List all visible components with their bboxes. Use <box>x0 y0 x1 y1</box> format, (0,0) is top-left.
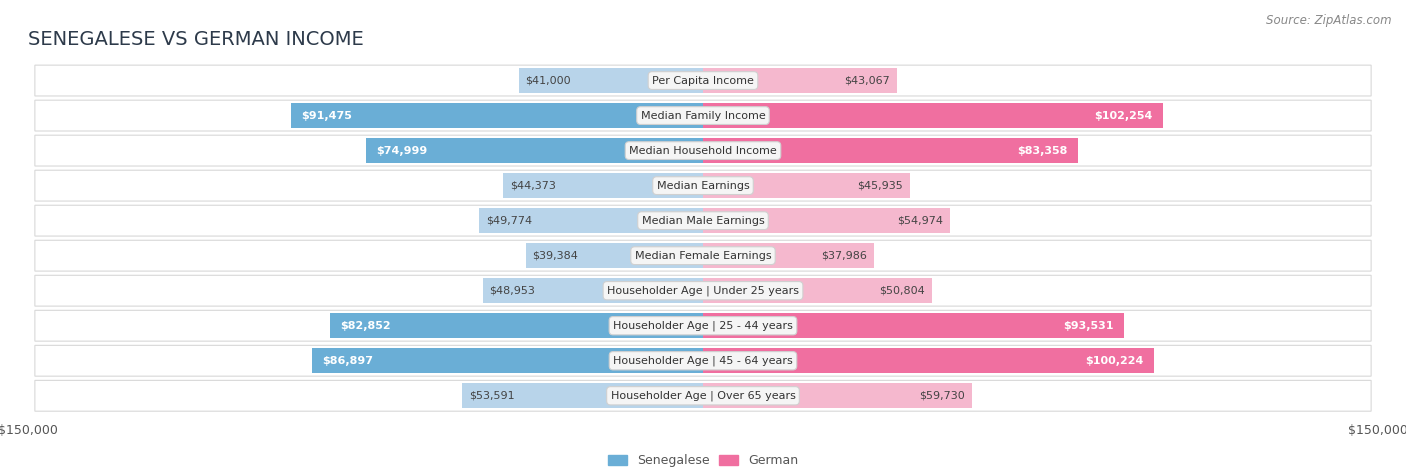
Text: $50,804: $50,804 <box>879 286 925 296</box>
Text: $49,774: $49,774 <box>486 216 531 226</box>
FancyBboxPatch shape <box>35 380 1371 411</box>
Text: Householder Age | 25 - 44 years: Householder Age | 25 - 44 years <box>613 320 793 331</box>
Bar <box>330 313 703 338</box>
Bar <box>703 383 972 408</box>
Bar <box>463 383 703 408</box>
Text: $44,373: $44,373 <box>510 181 555 191</box>
Bar <box>703 173 910 198</box>
Text: Median Earnings: Median Earnings <box>657 181 749 191</box>
FancyBboxPatch shape <box>35 275 1371 306</box>
Text: Median Family Income: Median Family Income <box>641 111 765 120</box>
Text: $37,986: $37,986 <box>821 251 868 261</box>
Bar <box>503 173 703 198</box>
FancyBboxPatch shape <box>35 311 1371 341</box>
Text: Source: ZipAtlas.com: Source: ZipAtlas.com <box>1267 14 1392 27</box>
FancyBboxPatch shape <box>35 100 1371 131</box>
Text: $100,224: $100,224 <box>1085 356 1144 366</box>
Text: $43,067: $43,067 <box>844 76 890 85</box>
Bar <box>291 103 703 128</box>
Text: $82,852: $82,852 <box>340 321 391 331</box>
Text: Householder Age | Over 65 years: Householder Age | Over 65 years <box>610 390 796 401</box>
Text: Median Household Income: Median Household Income <box>628 146 778 156</box>
Text: $86,897: $86,897 <box>322 356 373 366</box>
FancyBboxPatch shape <box>35 205 1371 236</box>
Bar <box>703 208 950 233</box>
Text: $83,358: $83,358 <box>1018 146 1069 156</box>
Text: Householder Age | Under 25 years: Householder Age | Under 25 years <box>607 285 799 296</box>
FancyBboxPatch shape <box>35 65 1371 96</box>
Bar <box>526 243 703 268</box>
Text: Per Capita Income: Per Capita Income <box>652 76 754 85</box>
Bar <box>366 138 703 163</box>
Text: $54,974: $54,974 <box>897 216 943 226</box>
Bar <box>703 313 1123 338</box>
Text: Median Female Earnings: Median Female Earnings <box>634 251 772 261</box>
Text: $91,475: $91,475 <box>301 111 353 120</box>
Text: $53,591: $53,591 <box>468 391 515 401</box>
Text: Median Male Earnings: Median Male Earnings <box>641 216 765 226</box>
Text: $45,935: $45,935 <box>858 181 903 191</box>
Text: $74,999: $74,999 <box>375 146 427 156</box>
Bar <box>703 138 1078 163</box>
Text: SENEGALESE VS GERMAN INCOME: SENEGALESE VS GERMAN INCOME <box>28 30 364 49</box>
Text: $39,384: $39,384 <box>533 251 578 261</box>
Bar <box>479 208 703 233</box>
Bar <box>703 103 1163 128</box>
Bar <box>703 243 875 268</box>
Text: Householder Age | 45 - 64 years: Householder Age | 45 - 64 years <box>613 355 793 366</box>
Text: $48,953: $48,953 <box>489 286 536 296</box>
FancyBboxPatch shape <box>35 170 1371 201</box>
Bar <box>482 278 703 304</box>
Bar <box>703 348 1154 374</box>
Text: $102,254: $102,254 <box>1094 111 1153 120</box>
FancyBboxPatch shape <box>35 240 1371 271</box>
Bar <box>312 348 703 374</box>
Bar <box>703 278 932 304</box>
Text: $59,730: $59,730 <box>920 391 965 401</box>
FancyBboxPatch shape <box>35 135 1371 166</box>
Bar <box>519 68 703 93</box>
Text: $41,000: $41,000 <box>526 76 571 85</box>
Text: $93,531: $93,531 <box>1063 321 1114 331</box>
FancyBboxPatch shape <box>35 346 1371 376</box>
Bar <box>703 68 897 93</box>
Legend: Senegalese, German: Senegalese, German <box>603 449 803 467</box>
